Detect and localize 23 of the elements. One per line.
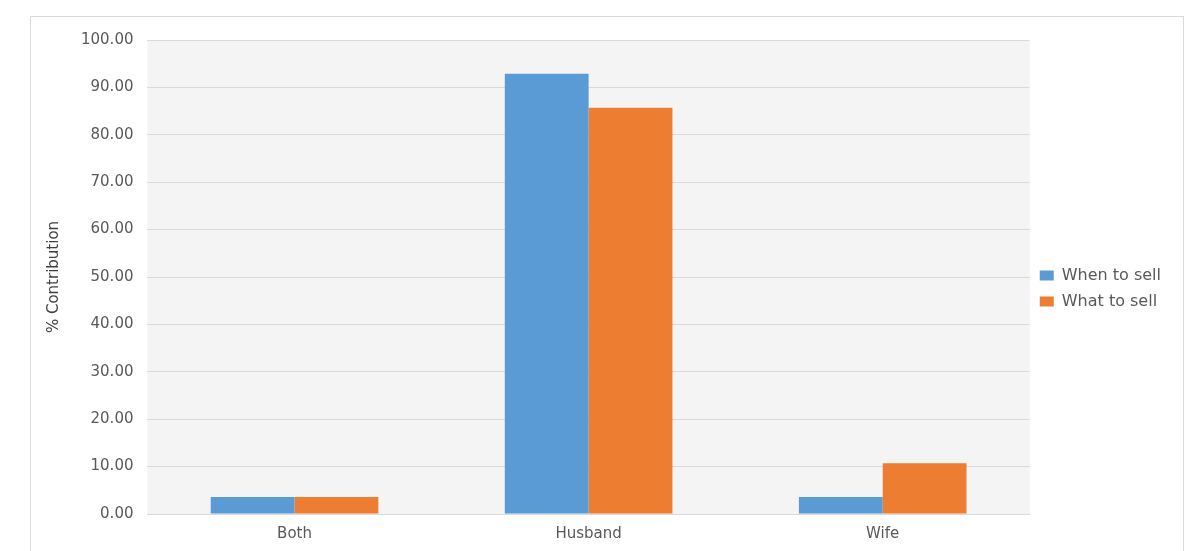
bar [588,107,673,514]
y-axis-title: % Contribution [43,220,62,334]
bar [798,496,883,514]
y-tick-label: 30.00 [90,361,134,380]
y-tick-label: 90.00 [90,77,134,96]
bar [504,73,589,514]
y-tick-label: 40.00 [90,314,134,333]
bar [882,463,967,514]
x-tick-label: Both [277,523,312,542]
y-tick-label: 60.00 [90,219,134,238]
y-tick-label: 20.00 [90,409,134,428]
y-tick-label: 10.00 [90,456,134,475]
y-tick-label: 0.00 [100,503,134,522]
legend-label: When to sell [1061,264,1161,284]
y-tick-label: 70.00 [90,172,134,191]
y-tick-label: 50.00 [90,266,134,285]
bar [294,496,379,514]
bar [210,496,295,514]
legend-label: What to sell [1061,290,1158,310]
x-tick-label: Wife [866,523,900,542]
x-tick-label: Husband [555,523,622,542]
y-tick-label: 80.00 [90,124,134,143]
y-tick-label: 100.00 [80,29,134,48]
